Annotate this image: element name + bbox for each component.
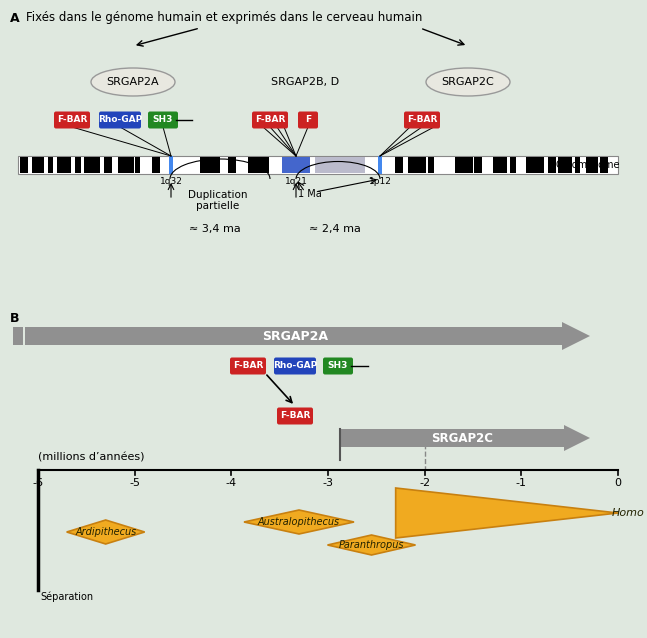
Text: -4: -4 <box>226 478 237 488</box>
Bar <box>135 157 140 173</box>
Polygon shape <box>32 322 590 350</box>
Text: F-BAR: F-BAR <box>255 115 285 124</box>
Bar <box>118 157 134 173</box>
Text: Australopithecus: Australopithecus <box>258 517 340 527</box>
Text: Homo: Homo <box>612 508 645 518</box>
Text: Ardipithecus: Ardipithecus <box>75 527 137 537</box>
Text: F-BAR: F-BAR <box>57 115 87 124</box>
Ellipse shape <box>91 68 175 96</box>
Bar <box>510 157 516 173</box>
Text: -1: -1 <box>516 478 527 488</box>
Text: -3: -3 <box>322 478 333 488</box>
Text: -6: -6 <box>32 478 43 488</box>
Bar <box>228 157 236 173</box>
FancyBboxPatch shape <box>298 112 318 128</box>
Ellipse shape <box>426 68 510 96</box>
FancyBboxPatch shape <box>230 357 266 375</box>
Bar <box>48 157 53 173</box>
Text: Chromosome: Chromosome <box>556 160 620 170</box>
Text: 1p12: 1p12 <box>369 177 391 186</box>
Text: ≈ 2,4 ma: ≈ 2,4 ma <box>309 224 361 234</box>
Text: partielle: partielle <box>197 201 239 211</box>
Text: B: B <box>10 311 19 325</box>
Bar <box>104 157 112 173</box>
Bar <box>20 157 28 173</box>
Bar <box>84 157 100 173</box>
Text: A: A <box>10 11 19 24</box>
Text: SRGAP2B, D: SRGAP2B, D <box>271 77 339 87</box>
Text: 1q21: 1q21 <box>285 177 307 186</box>
Bar <box>25 327 35 345</box>
FancyBboxPatch shape <box>54 112 90 128</box>
Bar <box>57 157 71 173</box>
Bar <box>575 157 580 173</box>
Bar <box>455 157 473 173</box>
Bar <box>600 157 608 173</box>
Bar <box>75 157 81 173</box>
Bar <box>282 157 310 173</box>
FancyBboxPatch shape <box>274 357 316 375</box>
Polygon shape <box>340 425 590 451</box>
Bar <box>493 157 507 173</box>
Polygon shape <box>396 488 618 538</box>
Text: Paranthropus: Paranthropus <box>339 540 404 550</box>
Bar <box>408 157 426 173</box>
Bar <box>169 156 173 174</box>
Bar <box>395 157 403 173</box>
Bar <box>248 157 262 173</box>
FancyBboxPatch shape <box>404 112 440 128</box>
FancyBboxPatch shape <box>323 357 353 375</box>
Text: F-BAR: F-BAR <box>233 362 263 371</box>
Text: F-BAR: F-BAR <box>280 412 310 420</box>
Bar <box>200 157 220 173</box>
Bar <box>558 157 572 173</box>
Text: 1 Ma: 1 Ma <box>298 189 322 199</box>
Bar <box>152 157 160 173</box>
Text: -2: -2 <box>419 478 430 488</box>
Bar <box>13 327 23 345</box>
Text: Duplication: Duplication <box>188 190 248 200</box>
Bar <box>315 157 365 173</box>
Text: (millions d’années): (millions d’années) <box>38 452 144 462</box>
Text: Séparation: Séparation <box>40 592 93 602</box>
Polygon shape <box>67 520 145 544</box>
Bar <box>32 157 44 173</box>
Text: Rho-GAP: Rho-GAP <box>98 115 142 124</box>
Text: SRGAP2C: SRGAP2C <box>431 431 493 445</box>
FancyBboxPatch shape <box>252 112 288 128</box>
Text: SRGAP2A: SRGAP2A <box>262 329 328 343</box>
Bar <box>474 157 482 173</box>
Bar <box>526 157 544 173</box>
Bar <box>428 157 434 173</box>
Bar <box>548 157 556 173</box>
Bar <box>378 156 382 174</box>
Text: 1q32: 1q32 <box>160 177 182 186</box>
Text: SH3: SH3 <box>153 115 173 124</box>
Text: SH3: SH3 <box>328 362 348 371</box>
Bar <box>262 157 269 173</box>
Polygon shape <box>327 535 415 555</box>
Bar <box>18 156 618 174</box>
FancyBboxPatch shape <box>277 408 313 424</box>
Polygon shape <box>244 510 354 534</box>
Text: F-BAR: F-BAR <box>407 115 437 124</box>
FancyBboxPatch shape <box>99 112 141 128</box>
Text: -5: -5 <box>129 478 140 488</box>
Text: F: F <box>305 115 311 124</box>
FancyBboxPatch shape <box>148 112 178 128</box>
Text: 0: 0 <box>615 478 622 488</box>
Text: SRGAP2A: SRGAP2A <box>107 77 159 87</box>
Bar <box>586 157 598 173</box>
Text: Rho-GAP: Rho-GAP <box>273 362 317 371</box>
Text: ≈ 3,4 ma: ≈ 3,4 ma <box>189 224 241 234</box>
Text: SRGAP2C: SRGAP2C <box>442 77 494 87</box>
Text: Fixés dans le génome humain et exprimés dans le cerveau humain: Fixés dans le génome humain et exprimés … <box>26 11 422 24</box>
